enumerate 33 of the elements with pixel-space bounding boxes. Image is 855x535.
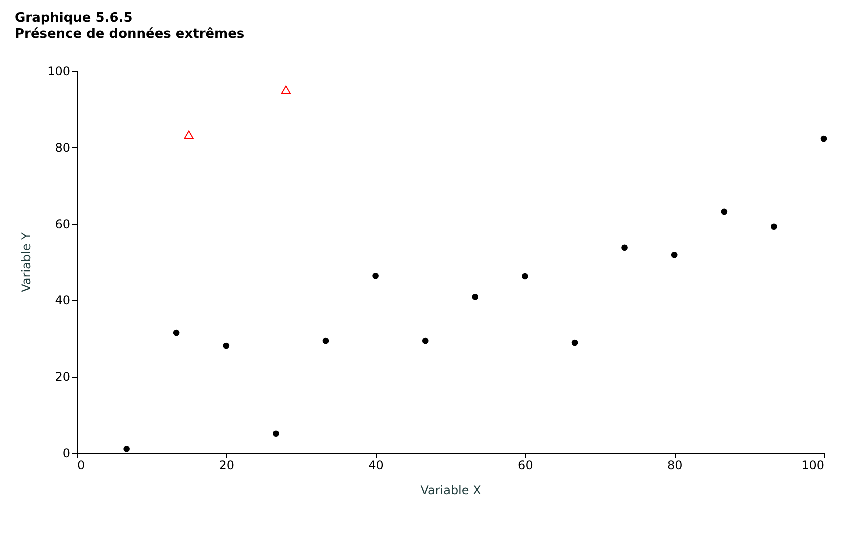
point bbox=[522, 273, 528, 280]
point bbox=[184, 130, 194, 140]
point bbox=[372, 272, 379, 280]
x-tick-label: 80 bbox=[667, 458, 683, 472]
point bbox=[671, 252, 678, 258]
point bbox=[281, 86, 292, 94]
x-tick-label: 100 bbox=[802, 458, 824, 472]
point bbox=[124, 446, 130, 452]
y-axis-title: Variable Y bbox=[20, 232, 34, 292]
point bbox=[422, 338, 429, 344]
y-tick-label: 60 bbox=[55, 217, 70, 232]
y-tick-label: 0 bbox=[62, 446, 70, 460]
point bbox=[721, 208, 728, 216]
point bbox=[820, 136, 828, 142]
point bbox=[322, 338, 330, 344]
chart-subtitle: Présence de données extrêmes bbox=[15, 27, 245, 42]
y-tick-label: 20 bbox=[55, 370, 70, 384]
x-axis-title: Variable X bbox=[420, 484, 482, 498]
point bbox=[771, 224, 778, 230]
y-tick-label: 40 bbox=[55, 294, 70, 308]
y-tick-label: 80 bbox=[55, 140, 70, 155]
x-tick-label: 60 bbox=[518, 458, 534, 472]
point bbox=[173, 330, 180, 336]
point bbox=[622, 244, 628, 252]
point bbox=[223, 342, 230, 350]
point bbox=[472, 294, 479, 300]
point bbox=[273, 430, 280, 438]
x-tick-label: 20 bbox=[219, 458, 235, 472]
chart-title: Graphique 5.6.5 bbox=[15, 11, 133, 26]
y-tick-label: 100 bbox=[48, 64, 70, 78]
x-tick-label: 0 bbox=[78, 458, 86, 472]
x-tick-label: 40 bbox=[368, 458, 384, 472]
point bbox=[572, 340, 578, 346]
